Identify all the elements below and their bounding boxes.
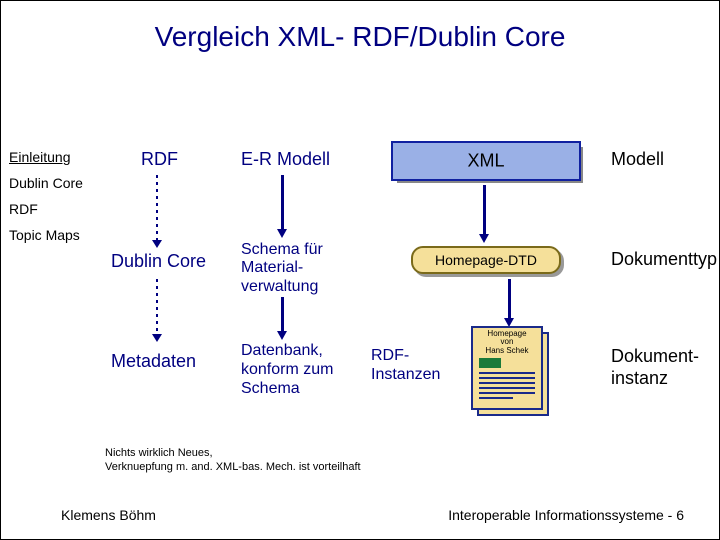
arrow-dtd-to-homepage bbox=[508, 279, 511, 319]
footer-page-info: Interoperable Informationssysteme - 6 bbox=[448, 507, 684, 523]
footer-author: Klemens Böhm bbox=[61, 507, 156, 523]
xml-box: XML bbox=[391, 141, 581, 181]
slide-title: Vergleich XML- RDF/Dublin Core bbox=[1, 21, 719, 53]
sidebar-item-topic-maps[interactable]: Topic Maps bbox=[9, 227, 99, 243]
doc-image-icon bbox=[479, 358, 501, 368]
nav-sidebar: Einleitung Dublin Core RDF Topic Maps bbox=[9, 149, 99, 253]
sidebar-item-dublin-core[interactable]: Dublin Core bbox=[9, 175, 99, 191]
doc-title: Homepage von Hans Schek bbox=[473, 330, 541, 355]
dokumenttyp-row-label: Dokumenttyp bbox=[611, 249, 717, 270]
xml-box-label: XML bbox=[467, 151, 504, 172]
rdf-heading: RDF bbox=[141, 149, 178, 170]
arrow-xml-to-dtd bbox=[483, 185, 486, 235]
metadaten-label: Metadaten bbox=[111, 351, 196, 372]
sidebar-item-rdf[interactable]: RDF bbox=[9, 201, 99, 217]
arrow-rdf-to-dc bbox=[156, 175, 158, 240]
doc-stack-front: Homepage von Hans Schek bbox=[471, 326, 543, 410]
homepage-dtd-box: Homepage-DTD bbox=[411, 246, 561, 274]
diagram-row-model: RDF E-R Modell XML Modell bbox=[111, 141, 699, 181]
schema-label: Schema fürMaterial-verwaltung bbox=[241, 241, 361, 296]
comparison-diagram: RDF E-R Modell XML Modell Dublin Core Sc… bbox=[111, 141, 699, 469]
datenbank-label: Datenbank,konform zumSchema bbox=[241, 341, 371, 399]
doc-text-lines bbox=[479, 372, 535, 402]
modell-row-label: Modell bbox=[611, 149, 664, 170]
arrow-er-to-schema bbox=[281, 175, 284, 230]
dublin-core-label: Dublin Core bbox=[111, 251, 206, 272]
arrow-dc-to-metadaten bbox=[156, 279, 158, 334]
er-modell-heading: E-R Modell bbox=[241, 149, 330, 170]
arrow-schema-to-db bbox=[281, 297, 284, 332]
homepage-document-icon: Homepage von Hans Schek bbox=[471, 326, 553, 418]
footnote: Nichts wirklich Neues, Verknuepfung m. a… bbox=[105, 446, 361, 475]
dokumentinstanz-row-label: Dokument-instanz bbox=[611, 346, 720, 389]
rdf-instanzen-label: RDF-Instanzen bbox=[371, 346, 461, 384]
sidebar-item-einleitung[interactable]: Einleitung bbox=[9, 149, 99, 165]
